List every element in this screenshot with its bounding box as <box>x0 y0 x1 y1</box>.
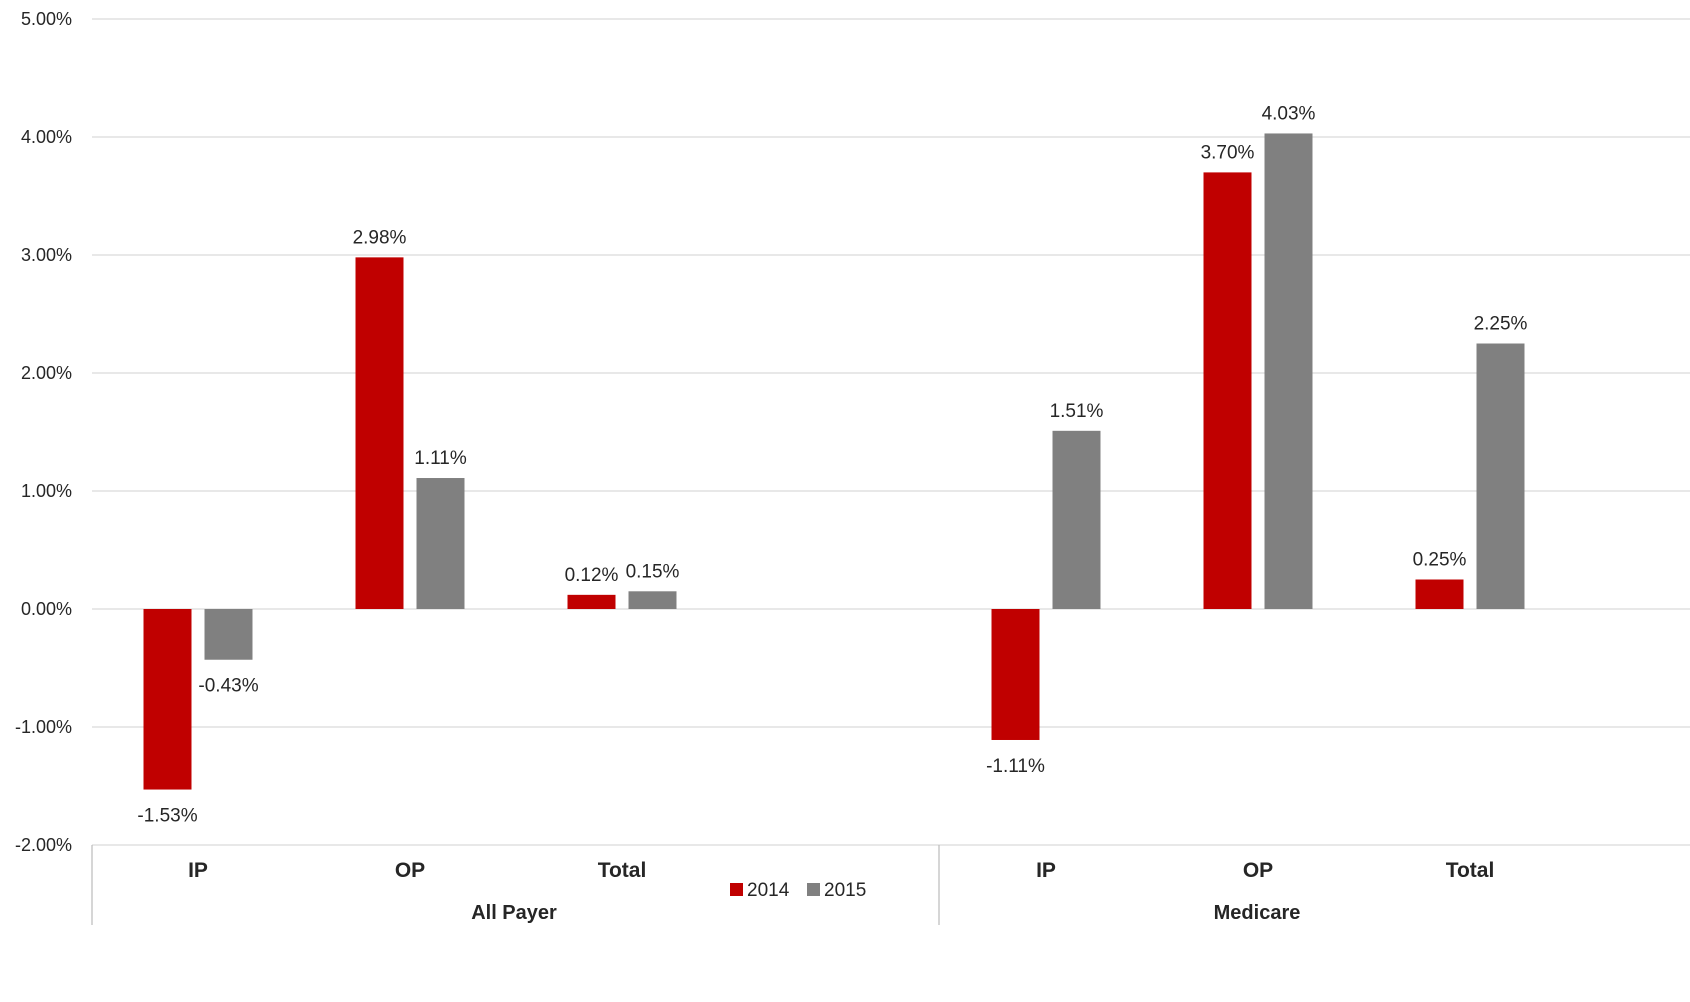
bar-2014-total <box>567 594 616 609</box>
bar-2015-total <box>1476 343 1525 609</box>
data-label: 2.25% <box>1474 314 1528 335</box>
bar-2014-ip <box>143 609 192 790</box>
data-label: 1.51% <box>1050 401 1104 422</box>
legend-swatch-2014 <box>730 883 743 896</box>
legend-label: 2014 <box>747 880 790 901</box>
data-label: 0.12% <box>565 565 619 586</box>
category-label: Total <box>1446 859 1495 882</box>
bar-2014-ip <box>991 609 1040 740</box>
y-tick-label: 0.00% <box>21 599 72 619</box>
bar-2015-ip <box>1052 430 1101 609</box>
bar-2015-op <box>416 478 465 609</box>
data-label: -1.53% <box>137 806 197 827</box>
data-label: 4.03% <box>1262 103 1316 124</box>
y-tick-label: -2.00% <box>15 835 72 855</box>
category-label: Total <box>598 859 647 882</box>
data-label: 3.70% <box>1201 142 1255 163</box>
category-label: IP <box>1036 859 1056 882</box>
category-label: OP <box>395 859 425 882</box>
y-tick-label: 2.00% <box>21 363 72 383</box>
y-tick-label: 5.00% <box>21 9 72 29</box>
y-tick-label: 1.00% <box>21 481 72 501</box>
bar-2014-op <box>1203 172 1252 609</box>
y-tick-label: 4.00% <box>21 127 72 147</box>
data-label: 2.98% <box>353 227 407 248</box>
y-tick-label: -1.00% <box>15 717 72 737</box>
legend-swatch-2015 <box>807 883 820 896</box>
data-label: 0.15% <box>626 561 680 582</box>
data-label: -1.11% <box>986 756 1045 777</box>
bar-2015-op <box>1264 133 1313 609</box>
data-label: 0.25% <box>1413 550 1467 571</box>
bar-2014-op <box>355 257 404 609</box>
group-label: Medicare <box>1214 902 1301 924</box>
y-tick-label: 3.00% <box>21 245 72 265</box>
category-label: IP <box>188 859 208 882</box>
data-label: 1.11% <box>414 448 467 469</box>
bar-2015-ip <box>204 609 253 660</box>
bar-2015-total <box>628 591 677 609</box>
bar-2014-total <box>1415 579 1464 609</box>
category-label: OP <box>1243 859 1273 882</box>
group-label: All Payer <box>471 902 557 924</box>
legend-label: 2015 <box>824 880 866 901</box>
data-label: -0.43% <box>198 676 258 697</box>
